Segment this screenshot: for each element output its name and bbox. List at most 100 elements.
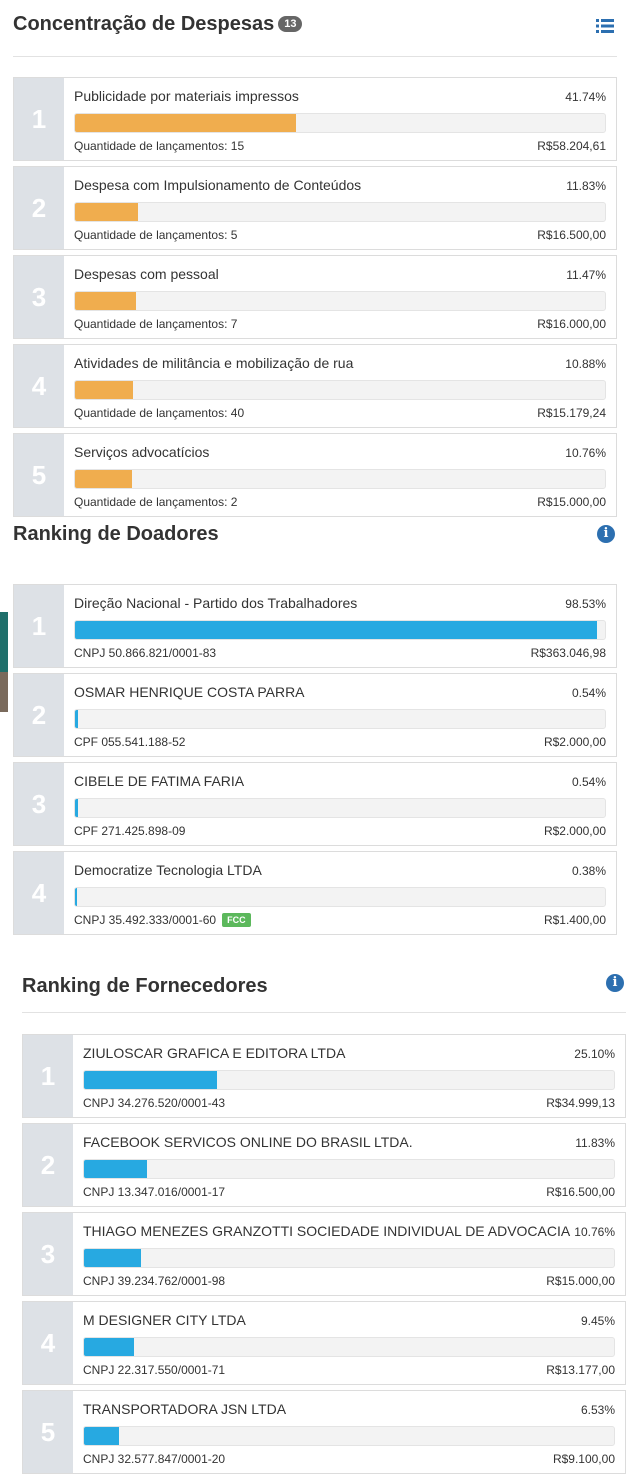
rank-subtext: CPF 055.541.188-52 bbox=[74, 735, 185, 749]
rank-subtext: Quantidade de lançamentos: 5 bbox=[74, 228, 237, 242]
rank-subtext: CNPJ 13.347.016/0001-17 bbox=[83, 1185, 225, 1199]
progress-bar-fill bbox=[75, 710, 78, 728]
progress-bar-fill bbox=[75, 470, 133, 488]
ranking-row[interactable]: 2 FACEBOOK SERVICOS ONLINE DO BRASIL LTDA… bbox=[22, 1123, 626, 1207]
rank-subtext-value: Quantidade de lançamentos: 40 bbox=[74, 406, 245, 420]
despesas-count-badge: 13 bbox=[278, 16, 303, 32]
rank-name: Atividades de militância e mobilização d… bbox=[74, 355, 354, 371]
doadores-header: Ranking de Doadores i bbox=[13, 516, 617, 548]
rank-number: 5 bbox=[23, 1391, 73, 1473]
ranking-row[interactable]: 4 Democratize Tecnologia LTDA 0.38% CNPJ 35… bbox=[13, 851, 617, 935]
rank-percent: 25.10% bbox=[574, 1047, 615, 1061]
rank-number: 2 bbox=[23, 1124, 73, 1206]
rank-name: Despesas com pessoal bbox=[74, 266, 219, 282]
despesas-divider bbox=[13, 56, 617, 57]
progress-bar bbox=[74, 887, 606, 907]
rank-subtext-value: CNPJ 32.577.847/0001-20 bbox=[83, 1452, 226, 1466]
rank-subtext: CNPJ 34.276.520/0001-43 bbox=[83, 1096, 225, 1110]
left-edge-image-2 bbox=[0, 672, 8, 712]
progress-bar-fill bbox=[75, 292, 136, 310]
ranking-row[interactable]: 1 ZIULOSCAR GRAFICA E EDITORA LTDA 25.10% C… bbox=[22, 1034, 626, 1118]
ranking-row[interactable]: 1 Direção Nacional - Partido dos Trabalha… bbox=[13, 584, 617, 668]
rank-percent: 11.83% bbox=[566, 179, 606, 193]
despesas-section: Concentração de Despesas 13 1 Publicidade … bbox=[13, 0, 617, 517]
rank-percent: 10.76% bbox=[565, 446, 606, 460]
doadores-section: Ranking de Doadores i 1 Direção Nacional … bbox=[13, 516, 617, 935]
rank-subtext-value: CNPJ 13.347.016/0001-17 bbox=[83, 1185, 226, 1199]
rank-subtext: CNPJ 32.577.847/0001-20 bbox=[83, 1452, 225, 1466]
progress-bar bbox=[83, 1426, 615, 1446]
progress-bar bbox=[74, 620, 606, 640]
rank-subtext-value: CNPJ 50.866.821/0001-83 bbox=[74, 646, 217, 660]
rank-value: R$34.999,13 bbox=[546, 1096, 615, 1110]
rank-number: 1 bbox=[14, 78, 64, 160]
rank-value: R$15.179,24 bbox=[537, 406, 606, 420]
rank-subtext-value: CNPJ 35.492.333/0001-60 bbox=[74, 913, 217, 927]
rank-number: 4 bbox=[14, 345, 64, 427]
rank-value: R$2.000,00 bbox=[543, 824, 606, 838]
ranking-row[interactable]: 4 Atividades de militância e mobilização … bbox=[13, 344, 617, 428]
progress-bar-fill bbox=[75, 381, 133, 399]
rank-subtext-value: CNPJ 34.276.520/0001-43 bbox=[83, 1096, 226, 1110]
rank-subtext: CPF 271.425.898-09 bbox=[74, 824, 185, 838]
ranking-row[interactable]: 3 Despesas com pessoal 11.47% Quantidade de… bbox=[13, 255, 617, 339]
rank-subtext-value: CNPJ 39.234.762/0001-98 bbox=[83, 1274, 226, 1288]
rank-subtext: CNPJ 39.234.762/0001-98 bbox=[83, 1274, 225, 1288]
ranking-row[interactable]: 5 Serviços advocatícios 10.76% Quantidade d… bbox=[13, 433, 617, 517]
ranking-row[interactable]: 2 OSMAR HENRIQUE COSTA PARRA 0.54% CPF 055.… bbox=[13, 673, 617, 757]
rank-percent: 0.38% bbox=[571, 864, 606, 878]
ranking-row[interactable]: 1 Publicidade por materiais impressos 41.7… bbox=[13, 77, 617, 161]
rank-percent: 11.47% bbox=[566, 268, 606, 282]
rank-value: R$16.500,00 bbox=[546, 1185, 615, 1199]
rank-name: THIAGO MENEZES GRANZOTTI SOCIEDADE INDIV… bbox=[83, 1223, 571, 1239]
doadores-list: 1 Direção Nacional - Partido dos Trabalha… bbox=[13, 584, 617, 940]
despesas-list: 1 Publicidade por materiais impressos 41.7… bbox=[13, 77, 617, 522]
progress-bar-fill bbox=[84, 1427, 119, 1445]
rank-name: Direção Nacional - Partido dos Trabalhad… bbox=[74, 595, 358, 611]
rank-percent: 41.74% bbox=[565, 90, 606, 104]
rank-value: R$15.000,00 bbox=[546, 1274, 615, 1288]
rank-subtext-value: Quantidade de lançamentos: 7 bbox=[74, 317, 238, 331]
rank-subtext: Quantidade de lançamentos: 2 bbox=[74, 495, 237, 509]
ranking-row[interactable]: 2 Despesa com Impulsionamento de Conteúdo… bbox=[13, 166, 617, 250]
rank-subtext-value: Quantidade de lançamentos: 5 bbox=[74, 228, 238, 242]
progress-bar bbox=[83, 1070, 615, 1090]
progress-bar-fill bbox=[84, 1249, 142, 1267]
ranking-row[interactable]: 5 TRANSPORTADORA JSN LTDA 6.53% CNPJ 32.577… bbox=[22, 1390, 626, 1474]
rank-name: Democratize Tecnologia LTDA bbox=[74, 862, 262, 878]
rank-value: R$13.177,00 bbox=[546, 1363, 615, 1377]
rank-percent: 9.45% bbox=[580, 1314, 615, 1328]
rank-subtext-value: CNPJ 22.317.550/0001-71 bbox=[83, 1363, 226, 1377]
fornecedores-list: 1 ZIULOSCAR GRAFICA E EDITORA LTDA 25.10% C… bbox=[22, 1034, 626, 1479]
rank-subtext-value: Quantidade de lançamentos: 15 bbox=[74, 139, 245, 153]
rank-value: R$15.000,00 bbox=[537, 495, 606, 509]
rank-percent: 0.54% bbox=[571, 686, 606, 700]
rank-percent: 10.88% bbox=[565, 357, 606, 371]
info-icon[interactable]: i bbox=[606, 974, 624, 992]
ranking-row[interactable]: 3 THIAGO MENEZES GRANZOTTI SOCIEDADE INDI… bbox=[22, 1212, 626, 1296]
rank-name: TRANSPORTADORA JSN LTDA bbox=[83, 1401, 287, 1417]
rank-value: R$16.000,00 bbox=[537, 317, 606, 331]
rank-value: R$1.400,00 bbox=[543, 913, 606, 927]
progress-bar bbox=[74, 709, 606, 729]
despesas-title: Concentração de Despesas 13 bbox=[13, 13, 303, 36]
rank-subtext: Quantidade de lançamentos: 40 bbox=[74, 406, 244, 420]
progress-bar-fill bbox=[75, 203, 138, 221]
doadores-title: Ranking de Doadores bbox=[13, 523, 219, 545]
rank-name: Publicidade por materiais impressos bbox=[74, 88, 299, 104]
rank-percent: 0.54% bbox=[571, 775, 606, 789]
ranking-row[interactable]: 4 M DESIGNER CITY LTDA 9.45% CNPJ 22.317.55… bbox=[22, 1301, 626, 1385]
rank-name: Despesa com Impulsionamento de Conteúdos bbox=[74, 177, 362, 193]
rank-name: M DESIGNER CITY LTDA bbox=[83, 1312, 246, 1328]
ranking-row[interactable]: 3 CIBELE DE FATIMA FARIA 0.54% CPF 271.425.… bbox=[13, 762, 617, 846]
info-icon[interactable]: i bbox=[597, 525, 615, 543]
progress-bar-fill bbox=[84, 1160, 147, 1178]
rank-percent: 6.53% bbox=[580, 1403, 615, 1417]
rank-percent: 10.76% bbox=[574, 1225, 615, 1239]
progress-bar bbox=[74, 380, 606, 400]
rank-name: CIBELE DE FATIMA FARIA bbox=[74, 773, 245, 789]
progress-bar bbox=[74, 798, 606, 818]
list-icon[interactable] bbox=[595, 16, 615, 36]
rank-name: Serviços advocatícios bbox=[74, 444, 210, 460]
rank-number: 2 bbox=[14, 674, 64, 756]
